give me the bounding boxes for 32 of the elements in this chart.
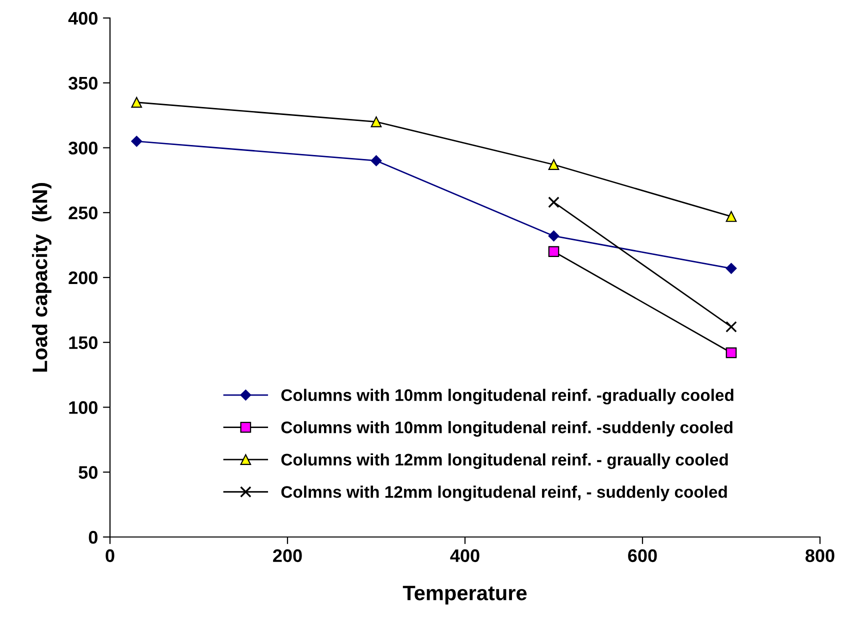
x-tick-label: 600 bbox=[628, 549, 657, 562]
point bbox=[726, 321, 737, 332]
point bbox=[548, 230, 560, 242]
point bbox=[548, 159, 560, 170]
y-tick-label: 0 bbox=[88, 530, 98, 544]
y-tick-label: 400 bbox=[68, 12, 98, 25]
point bbox=[131, 136, 142, 147]
y-tick-label: 300 bbox=[68, 142, 98, 154]
point bbox=[726, 211, 737, 222]
x-tick-label: 200 bbox=[273, 549, 302, 562]
y-tick-label: 100 bbox=[69, 401, 98, 414]
y-tick-label: 150 bbox=[69, 336, 98, 350]
y-axis-title: Load capacity (kN) bbox=[32, 183, 52, 372]
legend-label: Columns with 12mm longitudenal reinf. - graually cooled bbox=[281, 453, 728, 469]
point bbox=[131, 96, 142, 108]
point bbox=[726, 347, 737, 358]
point bbox=[726, 262, 737, 274]
x-tick-label: 0 bbox=[106, 549, 114, 562]
y-tick-label: 200 bbox=[68, 271, 98, 284]
x-tick-label: 800 bbox=[806, 549, 834, 562]
point bbox=[548, 246, 560, 257]
legend-label: Columns with 10mm longitudenal reinf. -gradually cooled bbox=[281, 388, 734, 404]
x-axis-title: Temperature bbox=[402, 586, 527, 604]
y-tick-label: 250 bbox=[68, 206, 98, 220]
x-tick-label: 400 bbox=[450, 549, 480, 562]
point bbox=[370, 155, 382, 166]
y-tick-label: 50 bbox=[78, 466, 98, 479]
legend-label: Colmns with 12mm longitudenal reinf, - suddenly cooled bbox=[281, 486, 727, 502]
point bbox=[370, 116, 382, 128]
y-tick-label: 350 bbox=[68, 76, 98, 90]
point bbox=[548, 196, 560, 208]
legend-label: Columns with 10mm longitudenal reinf. -suddenly cooled bbox=[281, 421, 732, 437]
